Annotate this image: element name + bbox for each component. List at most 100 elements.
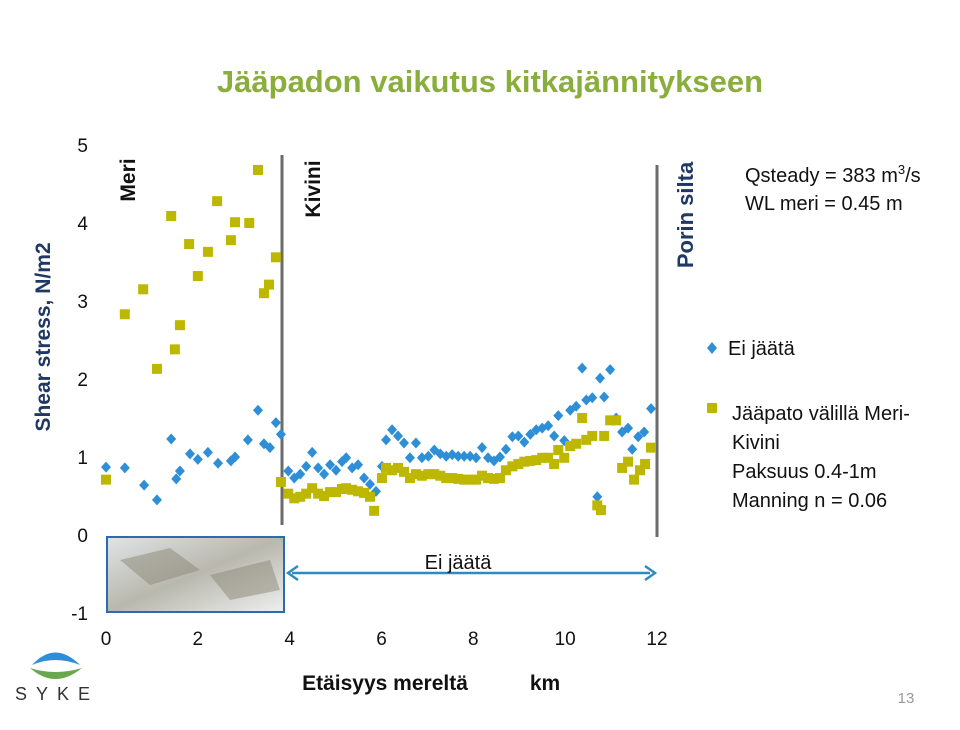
x-tick-label: 2	[193, 629, 204, 650]
data-point	[230, 451, 241, 463]
data-point	[488, 473, 499, 484]
data-point	[507, 461, 518, 472]
data-point	[592, 491, 603, 503]
data-point	[581, 434, 592, 445]
page-number: 13	[898, 690, 915, 707]
data-point	[543, 420, 554, 432]
legend-marker	[707, 342, 717, 354]
data-point	[577, 413, 588, 423]
region-label: Kivini	[302, 160, 325, 217]
data-point	[646, 442, 657, 453]
data-point	[483, 473, 494, 484]
data-point	[571, 400, 582, 412]
data-point	[398, 466, 409, 477]
data-point	[387, 424, 398, 436]
data-point	[192, 271, 203, 282]
data-point	[453, 473, 464, 484]
data-point	[365, 491, 376, 502]
data-point	[270, 417, 281, 429]
data-point	[465, 474, 476, 485]
data-point	[283, 488, 294, 499]
legend-note: Manning n = 0.06	[732, 490, 888, 512]
data-point	[519, 456, 530, 467]
data-point	[471, 474, 482, 485]
data-point	[543, 452, 554, 463]
data-point	[404, 473, 415, 484]
data-point	[494, 473, 505, 484]
data-point	[537, 452, 548, 463]
data-point	[264, 442, 275, 454]
data-point	[341, 483, 352, 494]
data-point	[174, 320, 185, 331]
arrow-head	[285, 564, 299, 582]
data-point	[353, 486, 364, 497]
data-point	[513, 430, 524, 442]
data-point	[325, 459, 336, 471]
region-label: Meri	[117, 158, 140, 201]
data-point	[599, 430, 610, 441]
data-point	[166, 210, 177, 221]
data-point	[376, 473, 387, 484]
data-point	[301, 460, 312, 472]
data-point	[471, 452, 482, 464]
data-point	[353, 459, 364, 471]
data-point	[151, 494, 162, 506]
y-tick-label: 4	[77, 214, 88, 235]
data-point	[494, 451, 505, 463]
legend-label: Ei jäätä	[728, 338, 796, 360]
chart-title: Jääpadon vaikutus kitkajännitykseen	[217, 64, 763, 99]
data-point	[531, 455, 542, 466]
data-point	[639, 426, 650, 438]
data-point	[559, 452, 570, 463]
data-point	[525, 455, 536, 466]
x-tick-label: 4	[284, 629, 295, 650]
data-point	[313, 488, 324, 499]
data-point	[244, 218, 255, 228]
y-tick-label: 2	[77, 370, 88, 391]
data-point	[174, 465, 185, 477]
data-point	[264, 279, 275, 290]
y-tick-label: 5	[77, 136, 88, 157]
data-point	[369, 505, 380, 516]
data-point	[410, 437, 421, 449]
data-point	[381, 462, 392, 473]
data-point	[169, 344, 180, 355]
data-point	[423, 469, 434, 480]
y-tick-label: 3	[77, 292, 88, 313]
data-point	[410, 469, 421, 480]
data-point	[459, 474, 470, 485]
data-point	[331, 487, 342, 498]
data-point	[151, 363, 162, 374]
data-point	[119, 462, 130, 474]
data-point	[577, 362, 588, 374]
region-label: Porin silta	[673, 161, 698, 268]
data-point	[500, 443, 511, 455]
data-point	[500, 465, 511, 476]
data-point	[242, 434, 253, 446]
data-point	[571, 438, 582, 449]
data-point	[513, 459, 524, 470]
data-point	[230, 217, 241, 228]
data-point	[553, 410, 564, 422]
data-point	[202, 246, 213, 257]
data-point	[139, 479, 150, 491]
data-point	[192, 453, 203, 465]
data-point	[295, 468, 306, 480]
data-point	[599, 391, 610, 403]
data-point	[519, 436, 530, 448]
data-point	[587, 392, 598, 404]
data-point	[640, 459, 651, 470]
condition: Qsteady = 383 m3/s	[745, 162, 921, 187]
data-point	[301, 488, 312, 499]
data-point	[623, 456, 634, 467]
data-point	[275, 476, 286, 487]
data-point	[635, 465, 646, 476]
logo-text: SYKE	[15, 684, 99, 704]
legend-note: Paksuus 0.4-1m	[732, 461, 877, 483]
data-point	[119, 309, 130, 320]
data-point	[341, 452, 352, 464]
condition: WL meri = 0.45 m	[745, 193, 903, 215]
data-point	[275, 428, 286, 440]
data-point	[416, 470, 427, 481]
